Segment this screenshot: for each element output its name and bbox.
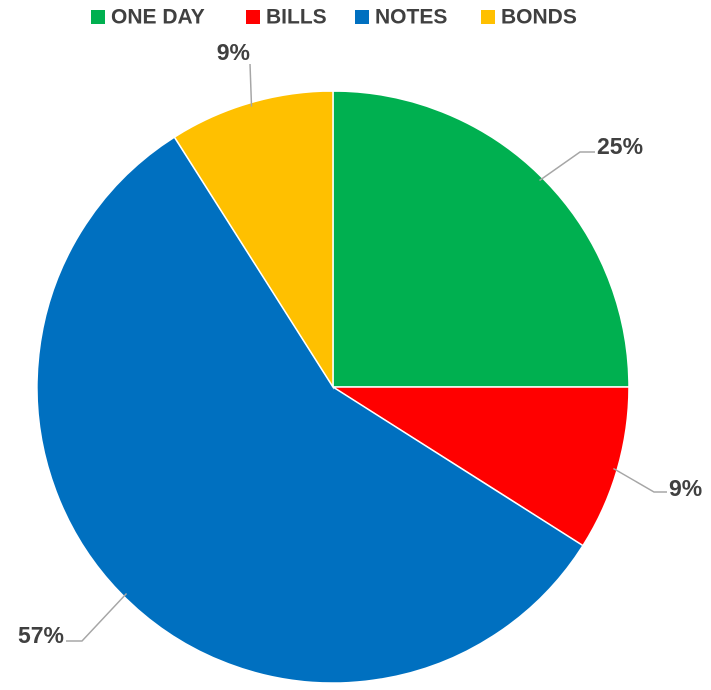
data-label-one-day: 25% [597, 133, 643, 159]
legend-item-notes: NOTES [355, 6, 447, 29]
legend-swatch-bonds [481, 10, 495, 24]
legend-item-one-day: ONE DAY [91, 6, 205, 29]
legend-swatch-one-day [91, 10, 105, 24]
leader-line-bonds [249, 63, 253, 107]
pie-slice-bills [330, 386, 630, 547]
data-labels: 25% 9% 57% 9% [18, 39, 702, 648]
data-label-notes: 57% [18, 622, 64, 648]
legend-label-notes: NOTES [375, 6, 447, 29]
legend-swatch-notes [355, 10, 369, 24]
legend: ONE DAY BILLS NOTES BONDS [91, 6, 577, 29]
legend-swatch-bills [246, 10, 260, 24]
legend-label-one-day: ONE DAY [111, 6, 205, 29]
pie-slice-one-day [332, 90, 630, 388]
legend-label-bonds: BONDS [501, 6, 577, 29]
data-label-bills: 9% [669, 475, 702, 501]
pie-slice-bonds [173, 90, 334, 390]
legend-item-bonds: BONDS [481, 6, 577, 29]
pie-slices [36, 90, 630, 684]
legend-label-bills: BILLS [266, 6, 327, 29]
leader-line-bills [613, 467, 667, 493]
leader-lines [66, 63, 667, 642]
data-label-bonds: 9% [217, 39, 250, 65]
leader-line-notes [66, 592, 128, 642]
leader-line-one-day [539, 151, 595, 182]
legend-item-bills: BILLS [246, 6, 327, 29]
